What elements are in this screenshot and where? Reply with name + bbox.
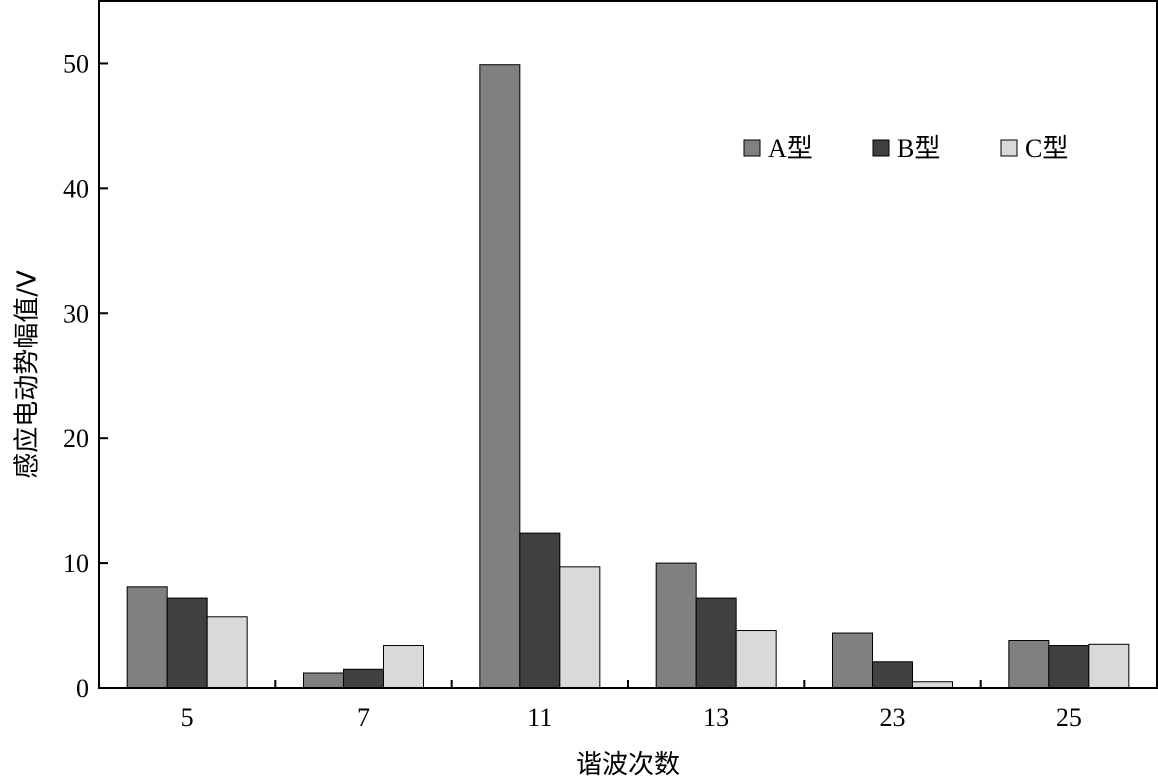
x-tick-label: 23: [880, 703, 906, 732]
x-axis-title: 谐波次数: [576, 750, 680, 777]
legend-swatch-2: [1000, 139, 1018, 157]
legend-swatch-0: [743, 139, 761, 157]
x-axis: 5 7 11 13 23 25: [181, 680, 1082, 732]
bar-5-1: [1048, 645, 1090, 689]
bar-3-2: [735, 630, 777, 689]
y-tick-label: 30: [63, 299, 89, 328]
y-tick-label: 10: [63, 549, 89, 578]
x-tick-label: 13: [703, 703, 729, 732]
bar-0-0: [126, 586, 168, 689]
y-tick-label: 20: [63, 424, 89, 453]
y-axis-title: 感应电动势幅值/V: [13, 270, 43, 479]
x-tick-label: 5: [181, 703, 194, 732]
bar-4-0: [832, 632, 873, 689]
bar-1-0: [303, 672, 344, 689]
bar-2-2: [559, 566, 601, 689]
plot-frame: [98, 0, 1158, 689]
bar-0-1: [166, 597, 208, 689]
y-tick-label: 40: [63, 174, 89, 203]
bar-1-2: [383, 645, 424, 689]
x-tick-label: 7: [357, 703, 370, 732]
bar-3-0: [655, 562, 697, 689]
legend-label: A型: [768, 134, 813, 163]
x-tick-label: 25: [1056, 703, 1082, 732]
y-tick-label: 0: [76, 674, 89, 703]
y-tick-label: 50: [63, 49, 89, 78]
bar-1-1: [343, 668, 384, 689]
bar-3-1: [695, 597, 737, 689]
bars-layer: [126, 64, 1130, 689]
bar-4-1: [872, 661, 913, 689]
y-axis: 0 10 20 30 40 50: [63, 49, 108, 703]
bar-5-0: [1008, 640, 1050, 689]
legend-label: C型: [1025, 134, 1068, 163]
legend: A型 B型 C型: [743, 134, 1068, 163]
legend-label: B型: [897, 134, 940, 163]
bar-0-2: [206, 616, 248, 689]
x-tick-label: 11: [527, 703, 552, 732]
legend-swatch-1: [872, 139, 890, 157]
bar-5-2: [1088, 643, 1130, 689]
bar-2-0: [479, 64, 521, 689]
bar-2-1: [519, 532, 561, 689]
